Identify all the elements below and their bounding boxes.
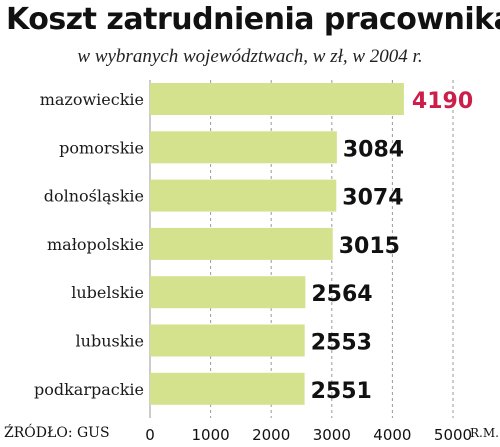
x-tick-label: 0	[145, 426, 155, 444]
bar	[150, 324, 305, 357]
x-tick-label: 4000	[373, 426, 411, 444]
value-label: 4190	[412, 89, 473, 114]
bar	[150, 179, 337, 212]
value-label: 2564	[311, 282, 372, 307]
chart-title: Koszt zatrudnienia pracownika	[6, 2, 500, 37]
bar	[150, 372, 305, 405]
category-label: lubelskie	[71, 283, 144, 302]
category-label: małopolskie	[47, 235, 144, 254]
source-note: ŹRÓDŁO: GUS	[4, 425, 110, 441]
x-tick-label: 3000	[313, 426, 351, 444]
value-label: 3074	[342, 186, 403, 211]
category-label: lubuskie	[76, 332, 144, 351]
bar	[150, 276, 306, 309]
category-label: dolnośląskie	[44, 187, 144, 206]
chart-subtitle: w wybranych województwach, w zł, w 2004 …	[77, 46, 423, 67]
author-credit: R.M.	[470, 426, 499, 440]
value-label: 3015	[339, 234, 400, 259]
category-label: pomorskie	[59, 138, 144, 157]
value-label: 2551	[311, 379, 372, 404]
category-label: mazowieckie	[40, 90, 144, 109]
x-tick-label: 5000	[434, 426, 472, 444]
x-tick-label: 2000	[252, 426, 290, 444]
value-label: 3084	[343, 137, 404, 162]
bar	[150, 83, 404, 115]
value-label: 2553	[311, 331, 372, 356]
bar	[150, 227, 333, 260]
x-tick-label: 1000	[192, 426, 230, 444]
bar	[150, 131, 337, 164]
category-label: podkarpackie	[34, 380, 144, 399]
